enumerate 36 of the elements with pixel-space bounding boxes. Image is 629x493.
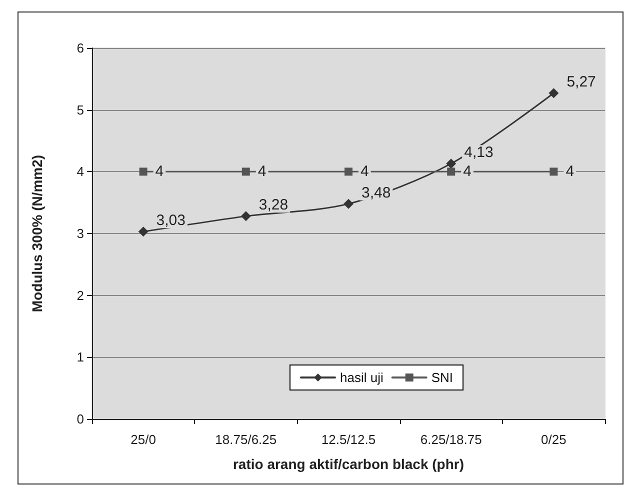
legend-label: SNI: [431, 370, 454, 385]
data-label: 4: [155, 163, 164, 180]
point: [240, 211, 251, 222]
y-tick-label: 4: [76, 164, 84, 180]
point: [139, 168, 148, 176]
data-label: 3,03: [156, 212, 186, 230]
point: [548, 88, 559, 98]
data-label: 4: [258, 163, 266, 180]
data-label: 3,48: [362, 184, 391, 202]
point: [446, 158, 456, 169]
data-label: 4: [360, 163, 369, 180]
x-tick-label: 18.75/6.25: [215, 432, 277, 447]
x-tick-label: 0/25: [541, 432, 566, 447]
y-tick-label: 2: [76, 288, 84, 303]
point: [344, 198, 354, 209]
x-tick-label: 12.5/12.5: [321, 432, 376, 447]
data-label: 4: [463, 163, 472, 180]
y-tick-label: 6: [76, 40, 84, 56]
y-axis-title: Modulus 300% (N/mm2): [29, 154, 45, 312]
x-tick-label: 25/0: [130, 432, 156, 447]
legend-label: hasil uji: [340, 370, 384, 385]
data-label: 4,13: [464, 144, 494, 162]
point: [344, 168, 352, 176]
point: [550, 168, 558, 176]
data-label: 5,27: [566, 74, 596, 91]
y-tick-label: 1: [76, 350, 84, 365]
data-label: 3,28: [258, 196, 288, 214]
x-axis-title: ratio arang aktif/carbon black (phr): [232, 456, 464, 472]
y-tick-label: 3: [76, 226, 84, 241]
point: [447, 168, 456, 176]
x-tick-label: 6.25/18.75: [420, 432, 482, 447]
point: [138, 226, 148, 237]
point: [242, 168, 250, 176]
y-tick-label: 5: [76, 102, 84, 118]
y-tick-label: 0: [76, 412, 84, 426]
data-label: 4: [566, 163, 574, 180]
